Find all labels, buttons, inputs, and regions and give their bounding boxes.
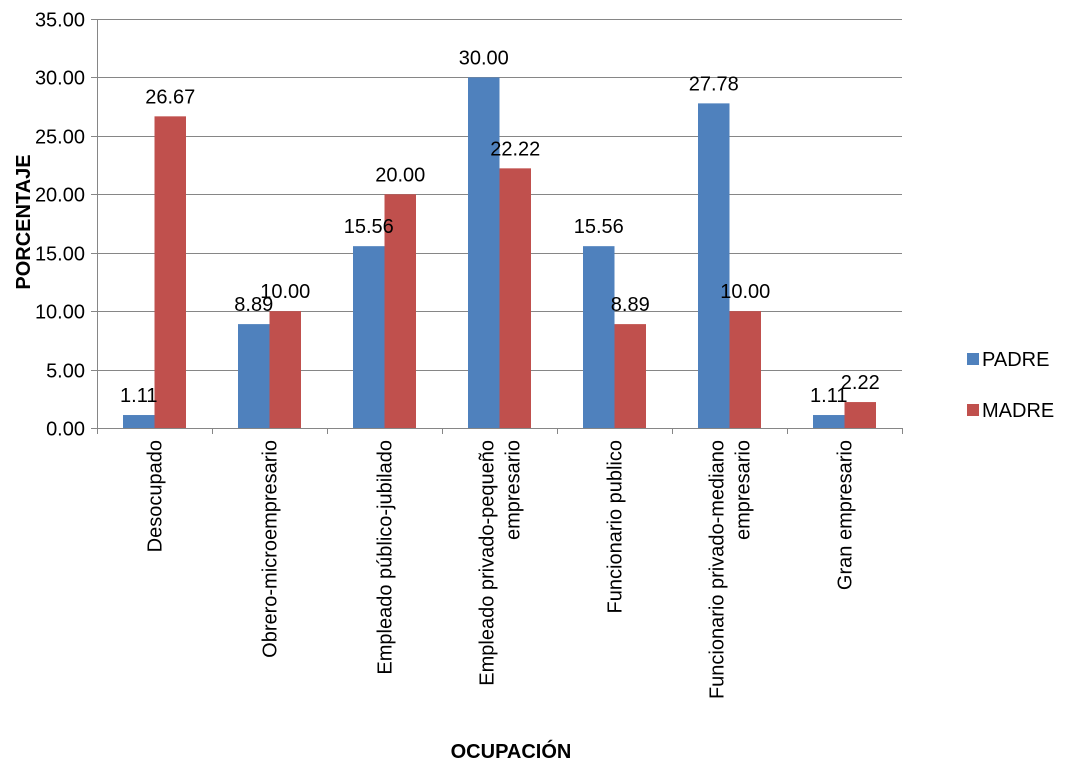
category-labels: Desocupado Obrero-microempresario Empleado… xyxy=(145,440,857,699)
legend: PADRE MADRE xyxy=(967,349,1054,422)
data-label-padre: 1.11 xyxy=(810,385,847,407)
legend-label-padre: PADRE xyxy=(982,349,1049,371)
bar-madre xyxy=(269,311,301,428)
data-label-padre: 8.89 xyxy=(234,294,273,316)
bar-padre xyxy=(353,246,385,428)
legend-swatch-padre xyxy=(967,353,979,365)
data-label-padre: 15.56 xyxy=(574,216,624,238)
bar-madre xyxy=(844,402,876,428)
category-label: Funcionario publico xyxy=(605,440,627,613)
y-axis-ticks: 0.00 5.00 10.00 15.00 20.00 25.00 30.00 35.00 xyxy=(35,10,97,441)
data-label-madre: 10.00 xyxy=(720,281,770,303)
data-label-padre: 30.00 xyxy=(459,47,509,69)
bar-madre xyxy=(154,116,186,428)
x-axis-title: OCUPACIÓN xyxy=(451,739,572,763)
bar-madre xyxy=(614,324,646,428)
y-tick-label: 35.00 xyxy=(35,10,85,32)
bar-madre xyxy=(499,168,531,428)
bar-padre xyxy=(583,246,615,428)
data-label-padre: 15.56 xyxy=(344,216,394,238)
legend-swatch-madre xyxy=(967,404,979,416)
y-tick-label: 10.00 xyxy=(35,302,85,324)
data-label-padre: 27.78 xyxy=(689,73,739,95)
bar-madre xyxy=(384,194,416,428)
category-label: empresario xyxy=(733,440,755,540)
category-label: Desocupado xyxy=(145,440,167,552)
bar-padre xyxy=(468,77,500,428)
y-tick-label: 20.00 xyxy=(35,185,85,207)
data-label-madre: 10.00 xyxy=(260,281,310,303)
bars xyxy=(123,77,876,429)
y-axis-title: PORCENTAJE xyxy=(13,154,35,289)
bar-padre xyxy=(238,324,270,428)
y-tick-label: 15.00 xyxy=(35,244,85,266)
category-label: Empleado privado-pequeño xyxy=(477,440,499,686)
y-tick-label: 30.00 xyxy=(35,68,85,90)
y-tick-label: 5.00 xyxy=(46,361,85,383)
data-label-madre: 2.22 xyxy=(841,372,880,394)
data-label-madre: 22.22 xyxy=(490,138,540,160)
category-label: Empleado público-jubilado xyxy=(375,440,397,675)
data-label-madre: 20.00 xyxy=(375,164,425,186)
data-label-madre: 26.67 xyxy=(145,86,195,108)
y-tick-label: 25.00 xyxy=(35,127,85,149)
bar-padre xyxy=(813,415,845,428)
category-label: Funcionario privado-mediano xyxy=(707,440,729,699)
category-label: Gran empresario xyxy=(835,440,857,590)
axes xyxy=(97,19,903,434)
legend-label-madre: MADRE xyxy=(982,400,1054,422)
bar-madre xyxy=(729,311,761,428)
data-label-padre: 1.11 xyxy=(120,385,157,407)
data-labels: 1.1126.678.8910.0015.5620.0030.0022.2215… xyxy=(120,47,880,407)
bar-padre xyxy=(123,415,155,428)
category-label: empresario xyxy=(503,440,525,540)
bar-padre xyxy=(698,103,730,429)
category-label: Obrero-microempresario xyxy=(260,440,282,658)
data-label-madre: 8.89 xyxy=(611,294,650,316)
y-tick-label: 0.00 xyxy=(46,419,85,441)
